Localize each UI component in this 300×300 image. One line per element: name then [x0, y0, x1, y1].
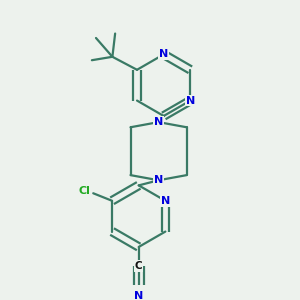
Text: N: N: [154, 175, 163, 185]
Text: N: N: [161, 196, 170, 206]
Text: N: N: [134, 290, 143, 300]
Text: N: N: [154, 117, 163, 127]
Text: C: C: [135, 261, 142, 271]
Text: Cl: Cl: [78, 185, 90, 196]
Text: N: N: [186, 96, 195, 106]
Text: N: N: [159, 50, 168, 59]
